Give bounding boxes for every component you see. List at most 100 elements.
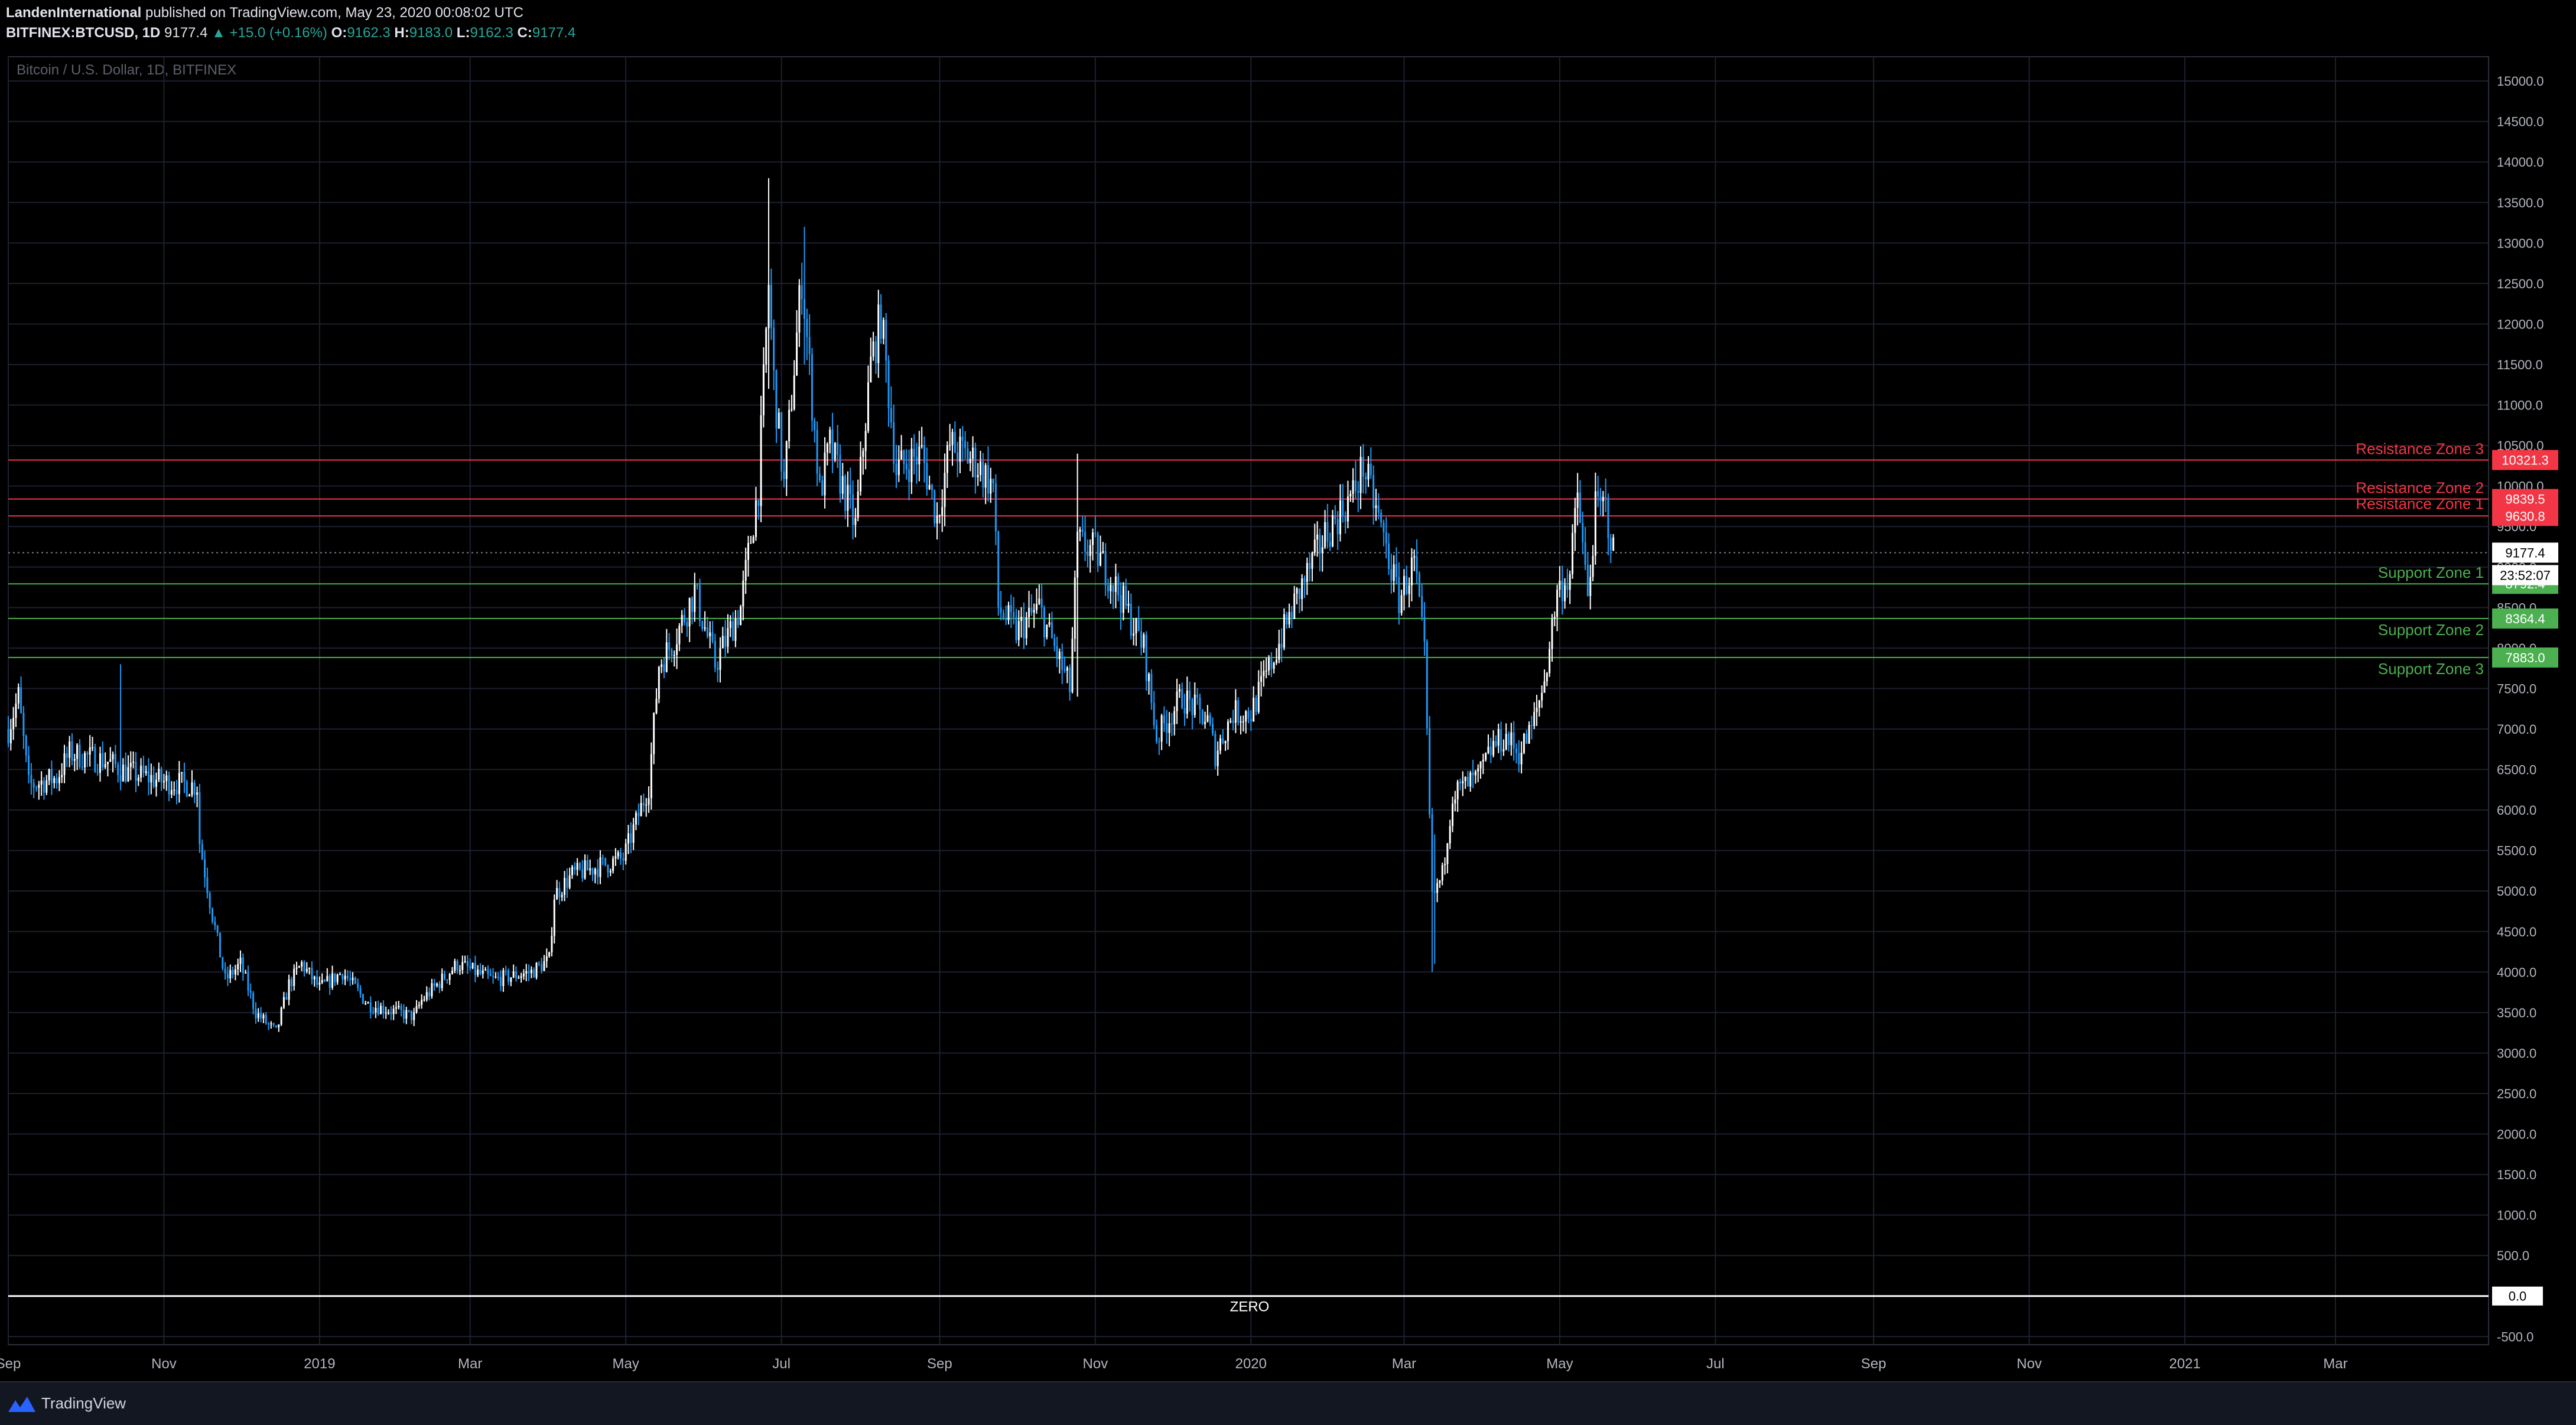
y-tick-label: 14500.0 <box>2497 115 2544 129</box>
author-name[interactable]: LandenInternational <box>6 5 142 21</box>
chart-title: Bitcoin / U.S. Dollar, 1D, BITFINEX <box>17 62 236 78</box>
candle-body <box>1370 464 1372 476</box>
candle-body <box>201 844 203 860</box>
candle-body <box>568 875 571 888</box>
x-tick-label: Sep <box>0 1356 21 1372</box>
candle-body <box>497 977 499 978</box>
price-chart[interactable]: Bitcoin / U.S. Dollar, 1D, BITFINEX Resi… <box>0 0 2576 1382</box>
x-tick-label: May <box>1546 1356 1573 1372</box>
candle-body <box>423 999 425 1001</box>
candle-body <box>191 782 193 795</box>
candle-body <box>923 445 926 463</box>
candle-body <box>1365 476 1367 480</box>
candle-body <box>1005 618 1007 620</box>
candle-body <box>992 479 994 484</box>
y-tick-label: 6000.0 <box>2497 803 2536 818</box>
candle-body <box>448 974 451 980</box>
candle-body <box>944 473 946 507</box>
candle-body <box>489 974 492 976</box>
candle-body <box>1140 631 1143 648</box>
candle-body <box>594 868 596 875</box>
candle-body <box>1594 491 1596 556</box>
candle-body <box>916 457 918 464</box>
candle-body <box>1339 500 1341 535</box>
candle-body <box>216 925 219 933</box>
candle-body <box>1133 633 1135 636</box>
candle-body <box>1543 681 1546 693</box>
candle-body <box>425 992 428 1000</box>
candle-body <box>545 956 548 962</box>
candle-body <box>354 978 356 984</box>
candle-body <box>1168 723 1170 733</box>
candle-body <box>1449 826 1451 844</box>
candle-body <box>464 961 466 962</box>
candle-body <box>564 878 566 895</box>
candle-body <box>1160 715 1163 742</box>
candle-body <box>1375 505 1377 509</box>
candle-body <box>620 852 622 859</box>
candle-body <box>706 627 708 637</box>
candle-body <box>1183 708 1186 714</box>
candle-body <box>1372 475 1375 509</box>
candle-body <box>1058 651 1061 659</box>
candle-body <box>280 1007 282 1025</box>
candle-body <box>140 765 142 778</box>
candle-body <box>1280 643 1283 648</box>
candle-body <box>829 430 831 444</box>
candle-body <box>599 857 601 877</box>
level-name: ZERO <box>1230 1299 1270 1315</box>
candle-body <box>661 664 663 668</box>
candle-body <box>1487 746 1489 753</box>
candle-body <box>1349 493 1352 497</box>
candle-body <box>607 865 609 873</box>
candle-body <box>507 970 510 982</box>
symbol-label[interactable]: BITFINEX:BTCUSD, 1D <box>6 25 161 41</box>
candle-body <box>1597 491 1599 497</box>
candle-body <box>1000 607 1002 613</box>
candle-body <box>20 687 22 713</box>
candle-body <box>1357 491 1359 493</box>
candle-body <box>885 320 887 361</box>
tradingview-brand[interactable]: TradingView <box>41 1394 126 1412</box>
y-tick-label: 13000.0 <box>2497 236 2544 250</box>
candle-body <box>936 516 938 523</box>
y-tick-label: 5000.0 <box>2497 884 2536 899</box>
candle-body <box>1201 709 1204 724</box>
candle-body <box>533 969 535 978</box>
candle-body <box>780 412 783 472</box>
candle-body <box>1107 585 1109 591</box>
tradingview-logo-icon[interactable] <box>7 1394 37 1414</box>
candle-body <box>1158 741 1160 743</box>
candle-body <box>1010 605 1012 613</box>
candle-body <box>413 1012 415 1020</box>
publish-line: LandenInternational published on Trading… <box>6 5 523 21</box>
candle-body <box>1219 738 1222 751</box>
candle-body <box>747 543 750 560</box>
candle-body <box>188 795 191 796</box>
candle-body <box>558 888 561 897</box>
candle-body <box>71 741 73 761</box>
candle-body <box>640 803 642 816</box>
candle-body <box>719 648 721 670</box>
candle-body <box>150 775 152 783</box>
candle-body <box>589 868 591 871</box>
candle-body <box>1176 691 1178 711</box>
candle-body <box>1283 614 1285 648</box>
candle-body <box>1564 585 1566 601</box>
candle-body <box>245 972 247 974</box>
candle-body <box>1362 457 1364 477</box>
candle-body <box>591 868 594 875</box>
candle-body <box>471 962 474 969</box>
candle-body <box>219 932 221 958</box>
candle-body <box>642 803 645 806</box>
candle-body <box>1260 676 1263 682</box>
candle-body <box>946 445 948 473</box>
candle-body <box>461 962 464 970</box>
y-tick-label: 3500.0 <box>2497 1006 2536 1020</box>
level-layer: Resistance Zone 3 Resistance Zone 2Resist… <box>8 440 2489 1315</box>
candle-body <box>38 785 40 788</box>
candle-body <box>40 780 43 785</box>
candle-body <box>1354 480 1357 492</box>
candle-body <box>1602 496 1604 502</box>
candle-body <box>408 1010 410 1011</box>
